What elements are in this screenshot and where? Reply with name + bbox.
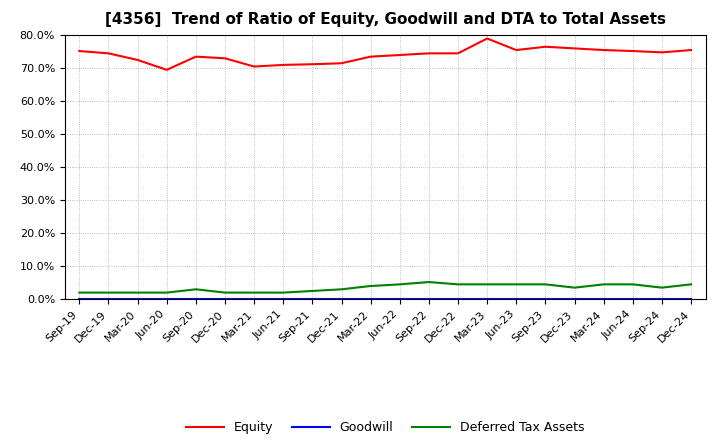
Deferred Tax Assets: [308, 288, 317, 293]
Equity: [220, 55, 229, 61]
Deferred Tax Assets: [512, 282, 521, 287]
Deferred Tax Assets: [163, 290, 171, 295]
Goodwill: [541, 297, 550, 302]
Deferred Tax Assets: [483, 282, 492, 287]
Goodwill: [220, 297, 229, 302]
Title: [4356]  Trend of Ratio of Equity, Goodwill and DTA to Total Assets: [4356] Trend of Ratio of Equity, Goodwil…: [104, 12, 666, 27]
Goodwill: [279, 297, 287, 302]
Equity: [483, 36, 492, 41]
Deferred Tax Assets: [133, 290, 142, 295]
Equity: [337, 61, 346, 66]
Deferred Tax Assets: [657, 285, 666, 290]
Equity: [133, 57, 142, 62]
Deferred Tax Assets: [395, 282, 404, 287]
Goodwill: [104, 297, 113, 302]
Equity: [250, 64, 258, 69]
Goodwill: [512, 297, 521, 302]
Deferred Tax Assets: [104, 290, 113, 295]
Equity: [425, 51, 433, 56]
Deferred Tax Assets: [75, 290, 84, 295]
Equity: [279, 62, 287, 67]
Deferred Tax Assets: [250, 290, 258, 295]
Equity: [75, 48, 84, 54]
Equity: [512, 48, 521, 53]
Equity: [163, 67, 171, 73]
Goodwill: [163, 297, 171, 302]
Deferred Tax Assets: [687, 282, 696, 287]
Equity: [687, 48, 696, 53]
Goodwill: [395, 297, 404, 302]
Equity: [308, 62, 317, 67]
Line: Deferred Tax Assets: Deferred Tax Assets: [79, 282, 691, 293]
Goodwill: [425, 297, 433, 302]
Goodwill: [250, 297, 258, 302]
Equity: [541, 44, 550, 49]
Deferred Tax Assets: [425, 279, 433, 285]
Equity: [366, 54, 375, 59]
Equity: [395, 52, 404, 58]
Equity: [192, 54, 200, 59]
Goodwill: [657, 297, 666, 302]
Deferred Tax Assets: [629, 282, 637, 287]
Deferred Tax Assets: [599, 282, 608, 287]
Equity: [629, 48, 637, 54]
Equity: [104, 51, 113, 56]
Goodwill: [366, 297, 375, 302]
Line: Equity: Equity: [79, 38, 691, 70]
Goodwill: [454, 297, 462, 302]
Goodwill: [337, 297, 346, 302]
Goodwill: [308, 297, 317, 302]
Equity: [454, 51, 462, 56]
Equity: [570, 46, 579, 51]
Deferred Tax Assets: [337, 287, 346, 292]
Deferred Tax Assets: [366, 283, 375, 289]
Deferred Tax Assets: [192, 287, 200, 292]
Goodwill: [599, 297, 608, 302]
Goodwill: [133, 297, 142, 302]
Goodwill: [629, 297, 637, 302]
Deferred Tax Assets: [570, 285, 579, 290]
Goodwill: [192, 297, 200, 302]
Goodwill: [75, 297, 84, 302]
Goodwill: [687, 297, 696, 302]
Goodwill: [483, 297, 492, 302]
Legend: Equity, Goodwill, Deferred Tax Assets: Equity, Goodwill, Deferred Tax Assets: [181, 416, 589, 439]
Deferred Tax Assets: [279, 290, 287, 295]
Equity: [599, 48, 608, 53]
Equity: [657, 50, 666, 55]
Goodwill: [570, 297, 579, 302]
Deferred Tax Assets: [220, 290, 229, 295]
Deferred Tax Assets: [454, 282, 462, 287]
Deferred Tax Assets: [541, 282, 550, 287]
